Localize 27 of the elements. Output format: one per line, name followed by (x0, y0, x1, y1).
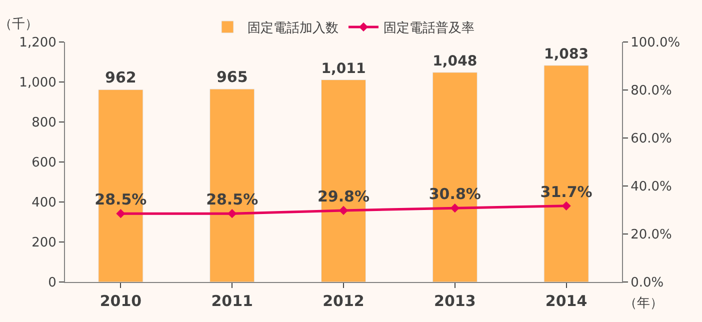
data-label: 1,048 (432, 54, 478, 70)
y2-tick-label: 20.0% (630, 228, 672, 243)
y-tick-label: 800 (32, 116, 56, 131)
y-tick-label: 1,200 (19, 36, 56, 51)
y2-tick-label: 80.0% (630, 84, 672, 99)
data-label: 962 (105, 68, 136, 87)
y2-tick-label: 40.0% (630, 180, 672, 195)
x-tick-label: 2011 (211, 292, 253, 310)
text: （千） (0, 17, 38, 32)
y-tick-label: 600 (32, 156, 56, 171)
data-label: 965 (216, 68, 248, 86)
y-tick-label: 0 (48, 276, 56, 291)
x-tick-label: 2013 (434, 292, 476, 310)
y2-tick-label: 0.0% (630, 276, 664, 291)
x-tick-label: 2012 (322, 292, 364, 310)
legend-label: 固定電話普及率 (384, 20, 474, 36)
x-tick-label: 2014 (545, 292, 588, 310)
y2-tick-label: 100.0% (630, 36, 680, 51)
y-tick-label: 400 (32, 196, 56, 211)
legend-label: 固定電話加入数 (248, 21, 338, 36)
data-label: 1,083 (544, 46, 589, 63)
y-tick-label: 200 (32, 236, 56, 251)
y2-tick-label: 60.0% (630, 132, 672, 147)
y-tick-label: 1,000 (19, 76, 56, 91)
data-label: 1,011 (321, 61, 366, 78)
text: （年） (624, 296, 663, 311)
x-tick-label: 2010 (100, 292, 142, 310)
